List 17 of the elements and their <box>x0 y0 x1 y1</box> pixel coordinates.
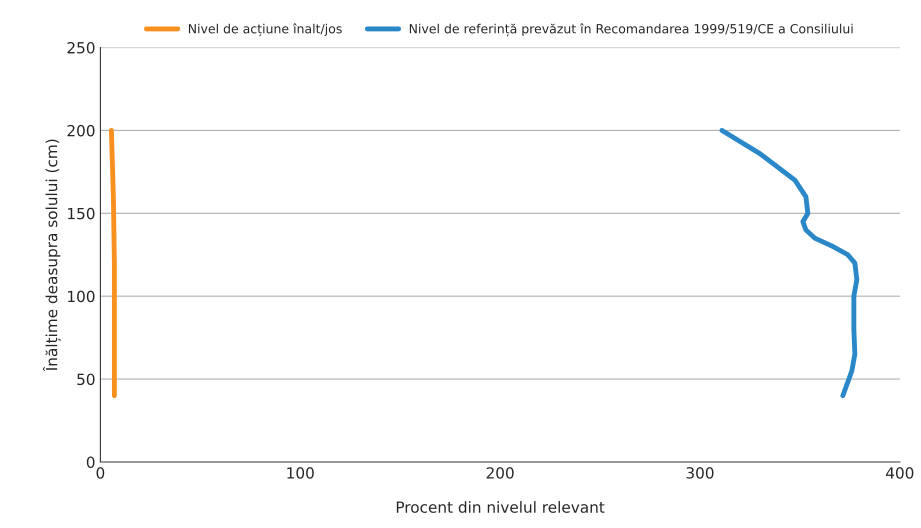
y-tick-label: 100 <box>68 290 95 302</box>
legend-label: Nivel de acțiune înalt/jos <box>188 23 342 36</box>
line-series <box>720 128 860 398</box>
x-tick-label: 400 <box>886 467 914 479</box>
y-tick-label: 0 <box>86 456 95 468</box>
y-tick-label: 250 <box>67 42 95 54</box>
x-tick-label: 0 <box>96 467 104 479</box>
y-tick-label: 200 <box>67 124 95 136</box>
y-axis-title: Înălțime deasupra solului (cm) <box>42 140 61 372</box>
line-series <box>108 128 117 398</box>
y-tick-label: 50 <box>77 374 95 386</box>
x-axis-title: Procent din nivelul relevant <box>396 501 604 513</box>
x-tick-label: 200 <box>486 467 514 479</box>
legend-label: Nivel de referință prevăzut în Recomandarea 1999/519/CE a Consiliului <box>410 23 853 36</box>
y-tick-label: 150 <box>68 208 95 220</box>
x-tick-label: 300 <box>686 467 714 479</box>
x-tick-label: 100 <box>287 467 314 479</box>
